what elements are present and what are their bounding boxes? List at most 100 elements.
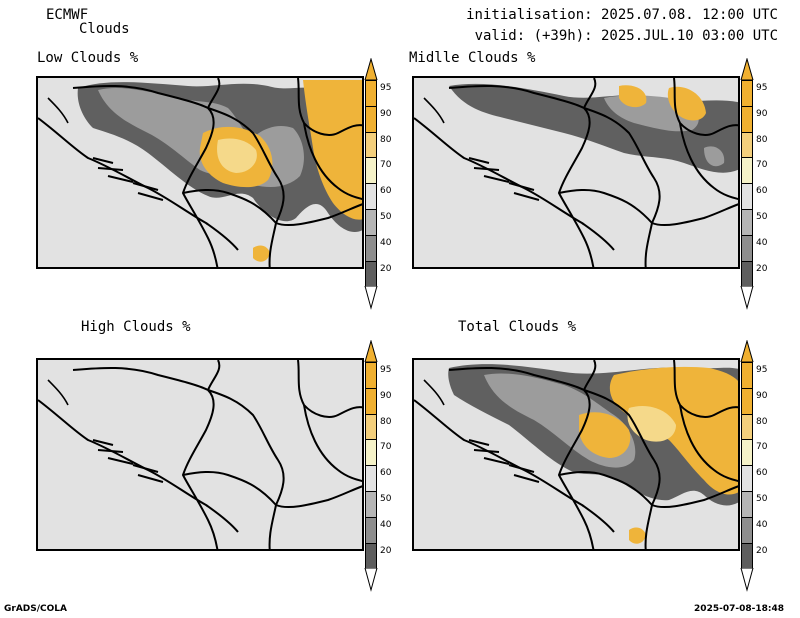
colorbar-level-label: 95 bbox=[756, 365, 768, 375]
border bbox=[673, 360, 738, 418]
colorbar-segment bbox=[741, 157, 753, 184]
panel-title-middle: Midlle Clouds % bbox=[409, 50, 536, 66]
border bbox=[182, 471, 277, 506]
colorbar-level-label: 90 bbox=[380, 108, 392, 119]
colorbar-level-label: 80 bbox=[756, 416, 768, 427]
colorbar-segment bbox=[741, 542, 753, 569]
colorbar-level-label: 20 bbox=[380, 545, 392, 556]
border bbox=[182, 189, 277, 224]
valid-time-label: valid: (+39h): 2025.JUL.10 03:00 UTC bbox=[474, 28, 778, 44]
panel-title-high: High Clouds % bbox=[81, 319, 191, 335]
island-outline bbox=[92, 157, 114, 164]
colorbar-level-label: 60 bbox=[380, 468, 392, 479]
island-outline bbox=[513, 192, 540, 201]
border bbox=[583, 107, 661, 224]
cloud-high-spot bbox=[629, 527, 646, 544]
colorbar-segment bbox=[741, 413, 753, 440]
colorbar-segment bbox=[741, 234, 753, 261]
colorbar-level-label: 40 bbox=[756, 237, 768, 248]
colorbar-level-label: 50 bbox=[380, 212, 392, 222]
border bbox=[303, 404, 362, 483]
island-outline bbox=[513, 474, 540, 483]
border bbox=[558, 471, 653, 506]
colorbar-segment bbox=[741, 131, 753, 158]
island-outline bbox=[473, 449, 500, 453]
island-outline bbox=[137, 192, 164, 201]
colorbar-segment bbox=[365, 105, 377, 132]
border bbox=[673, 78, 738, 136]
colorbar-level-label: 80 bbox=[756, 134, 768, 145]
border bbox=[558, 189, 653, 224]
border bbox=[679, 404, 738, 483]
colorbar-segment bbox=[365, 439, 377, 466]
border bbox=[297, 360, 362, 418]
map-panel-high bbox=[36, 358, 364, 551]
border bbox=[651, 485, 738, 509]
colorbar-top-arrow bbox=[364, 58, 378, 80]
map-total bbox=[414, 360, 738, 549]
border bbox=[583, 360, 597, 391]
island-outline bbox=[137, 474, 164, 483]
cloud-high-spot bbox=[619, 85, 647, 108]
colorbar-high: 95 90 80 70 60 50 40 20 bbox=[364, 340, 397, 593]
border bbox=[448, 85, 595, 267]
colorbar-level-label: 50 bbox=[756, 212, 768, 222]
border bbox=[207, 360, 221, 391]
colorbar-level-label: 80 bbox=[380, 416, 392, 427]
colorbar-segment bbox=[365, 542, 377, 569]
cloud-high-region bbox=[579, 412, 631, 458]
colorbar-top-arrow bbox=[740, 58, 754, 80]
cloud-light-region bbox=[217, 138, 257, 173]
colorbar-level-label: 70 bbox=[380, 160, 392, 171]
cloud-gray-spot bbox=[704, 146, 725, 167]
border bbox=[268, 222, 277, 267]
border bbox=[651, 203, 738, 227]
colorbar-bottom-arrow bbox=[364, 286, 378, 311]
colorbar-segment bbox=[365, 157, 377, 184]
colorbar-top-arrow bbox=[740, 340, 754, 362]
colorbar-level-label: 60 bbox=[756, 468, 768, 479]
footer-timestamp: 2025-07-08-18:48 bbox=[694, 604, 784, 614]
island-outline bbox=[107, 175, 134, 183]
coastline-north bbox=[47, 379, 69, 406]
colorbar-level-label: 60 bbox=[380, 186, 392, 197]
colorbar-level-label: 50 bbox=[756, 494, 768, 504]
border bbox=[72, 85, 219, 267]
island-outline bbox=[483, 175, 510, 183]
border bbox=[644, 222, 653, 267]
island-outline bbox=[508, 182, 535, 191]
colorbar-level-label: 20 bbox=[756, 545, 768, 556]
colorbar-level-label: 95 bbox=[380, 365, 392, 375]
island-outline bbox=[468, 439, 490, 446]
colorbar-segment bbox=[741, 465, 753, 491]
colorbar-level-label: 70 bbox=[756, 442, 768, 453]
border bbox=[303, 122, 362, 201]
colorbar-segment bbox=[365, 491, 377, 517]
panel-title-low: Low Clouds % bbox=[37, 50, 139, 66]
colorbar-segment bbox=[365, 413, 377, 440]
colorbar-level-label: 70 bbox=[756, 160, 768, 171]
border bbox=[679, 122, 738, 201]
map-low bbox=[38, 78, 362, 267]
colorbar-segment bbox=[365, 516, 377, 543]
border bbox=[72, 367, 219, 549]
island-outline bbox=[473, 167, 500, 171]
colorbar-level-label: 40 bbox=[380, 237, 392, 248]
border bbox=[297, 78, 362, 136]
island-outline bbox=[97, 449, 124, 453]
island-outline bbox=[468, 157, 490, 164]
map-panel-total bbox=[412, 358, 740, 551]
colorbar-segment bbox=[365, 183, 377, 209]
panel-title-total: Total Clouds % bbox=[458, 319, 577, 335]
colorbar-level-label: 80 bbox=[380, 134, 392, 145]
colorbar-middle: 95 90 80 70 60 50 40 20 bbox=[740, 58, 773, 311]
colorbar-segment bbox=[741, 362, 753, 388]
border bbox=[275, 485, 362, 509]
colorbar-level-label: 90 bbox=[756, 108, 768, 119]
island-outline bbox=[132, 182, 159, 191]
border bbox=[207, 107, 285, 224]
border bbox=[207, 78, 221, 109]
colorbar-bottom-arrow bbox=[740, 286, 754, 311]
coastline-north bbox=[423, 97, 445, 124]
colorbar-segment bbox=[365, 260, 377, 287]
